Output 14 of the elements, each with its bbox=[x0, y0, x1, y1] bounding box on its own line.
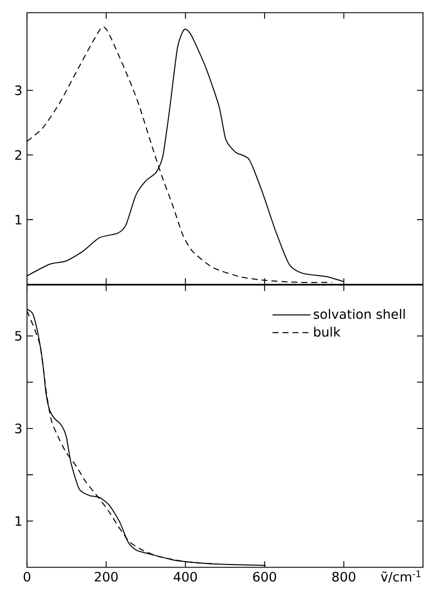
y-tick-label: 1 bbox=[16, 214, 22, 224]
y-tick-label: 2 bbox=[15, 150, 22, 160]
x-tick-label: 400 bbox=[174, 572, 197, 582]
y-tick-label: 1 bbox=[16, 516, 22, 526]
legend-label: bulk bbox=[314, 326, 341, 337]
x-tick-label: 600 bbox=[253, 572, 276, 582]
x-axis-title: ṽ/cm$^{-1}$ bbox=[380, 570, 420, 583]
x-tick-label: 200 bbox=[94, 572, 118, 582]
y-tick-label: 3 bbox=[15, 424, 22, 434]
y-tick-label: 3 bbox=[15, 85, 22, 96]
x-tick-label: 800 bbox=[332, 572, 356, 582]
y-tick-label: 5 bbox=[15, 331, 22, 341]
legend-label: solvation shell bbox=[314, 308, 405, 319]
x-tick-label: 0 bbox=[24, 572, 30, 582]
